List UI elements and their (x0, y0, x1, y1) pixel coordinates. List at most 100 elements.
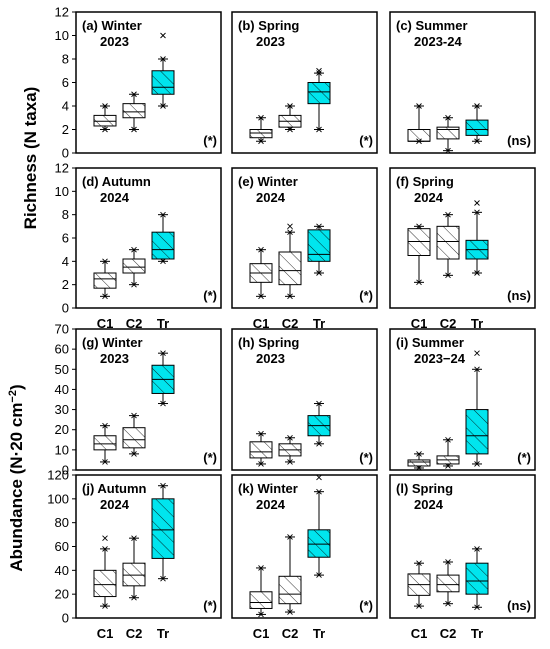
panel-year: 2023−24 (414, 351, 466, 366)
point-marker (258, 565, 264, 571)
point-marker (258, 246, 264, 253)
significance-label: (*) (203, 598, 217, 613)
point-marker (445, 436, 451, 443)
point-marker (316, 70, 322, 76)
point-marker (160, 211, 166, 218)
panel-title: (c) Summer (396, 18, 468, 33)
point-marker (131, 412, 137, 419)
category-label: C1 (97, 316, 114, 331)
point-marker (160, 400, 166, 407)
category-label: Tr (313, 626, 325, 641)
category-label: Tr (471, 316, 483, 331)
box-hatch (122, 562, 146, 587)
point-marker (445, 559, 451, 565)
point-marker (258, 430, 264, 437)
category-label: C2 (282, 626, 299, 641)
box-C2 (436, 114, 460, 154)
point-marker (258, 138, 264, 145)
point-marker (287, 223, 293, 230)
point-marker (160, 32, 166, 39)
point-marker (416, 603, 422, 609)
y-tick-label: 40 (55, 382, 69, 397)
point-marker (416, 465, 422, 471)
y-tick-label: 0 (62, 146, 69, 161)
y-tick-label: 30 (55, 402, 69, 417)
point-marker (474, 546, 480, 552)
box-Tr (151, 350, 175, 407)
panel-frame (389, 474, 536, 619)
box-hatch (249, 129, 273, 139)
category-label: C2 (126, 626, 143, 641)
panel-title: (h) Spring (238, 335, 299, 350)
y-tick-label: 40 (55, 563, 69, 578)
y-tick-label: 50 (55, 362, 69, 377)
box-hatch (307, 529, 331, 558)
y-tick-label: 10 (55, 28, 69, 43)
box-hatch (307, 229, 331, 262)
box-C1 (93, 103, 117, 133)
point-marker (258, 293, 264, 300)
box-hatch (249, 441, 273, 459)
panel-year: 2023 (100, 34, 129, 49)
box-C1 (93, 422, 117, 465)
y-tick-label: 10 (55, 442, 69, 457)
box-C1 (249, 430, 273, 467)
box-hatch (249, 591, 273, 609)
box-C2 (436, 211, 460, 279)
point-marker (474, 209, 480, 216)
point-marker (416, 223, 422, 230)
category-label: C2 (440, 316, 457, 331)
y-tick-label: 4 (62, 99, 69, 114)
box-Tr (307, 400, 331, 447)
box-Tr (151, 482, 175, 582)
significance-label: (ns) (507, 133, 531, 148)
y-tick-label: 6 (62, 75, 69, 90)
point-marker (102, 546, 108, 552)
point-marker (102, 459, 108, 465)
y-tick-label: 8 (62, 52, 69, 67)
box-C1 (93, 258, 117, 300)
category-label: Tr (471, 626, 483, 641)
y-tick-label: 20 (55, 422, 69, 437)
panel-title: (j) Autumn (82, 481, 147, 496)
point-marker (102, 603, 108, 609)
point-marker (416, 138, 422, 145)
box-hatch (151, 231, 175, 260)
box-hatch (151, 498, 175, 559)
box-hatch (407, 459, 431, 467)
point-marker (474, 138, 480, 145)
point-marker (316, 440, 322, 447)
point-marker (474, 350, 480, 356)
significance-label: (*) (203, 133, 217, 148)
point-marker (287, 609, 293, 615)
y-tick-label: 70 (55, 322, 69, 337)
y-tick-label: 0 (62, 301, 69, 316)
category-label: C2 (282, 316, 299, 331)
box-hatch (151, 70, 175, 95)
point-marker (445, 600, 451, 607)
point-marker (316, 270, 322, 276)
box-C1 (249, 565, 273, 618)
significance-label: (*) (203, 288, 217, 303)
box-hatch (436, 225, 460, 260)
category-label: Tr (157, 316, 169, 331)
panel-year: 2024 (256, 190, 286, 205)
box-C2 (436, 436, 460, 469)
point-marker (287, 459, 293, 465)
panel-title: (l) Spring (396, 481, 453, 496)
y-tick-label: 12 (55, 5, 69, 20)
point-marker (445, 114, 451, 121)
box-hatch (436, 574, 460, 593)
panel-year: 2024 (100, 190, 130, 205)
y-tick-label: 6 (62, 231, 69, 246)
y-tick-label: 4 (62, 254, 69, 269)
box-hatch (436, 126, 460, 140)
panel-year: 2024 (414, 497, 444, 512)
category-label: Tr (313, 316, 325, 331)
point-marker (131, 281, 137, 288)
point-marker (316, 126, 322, 133)
